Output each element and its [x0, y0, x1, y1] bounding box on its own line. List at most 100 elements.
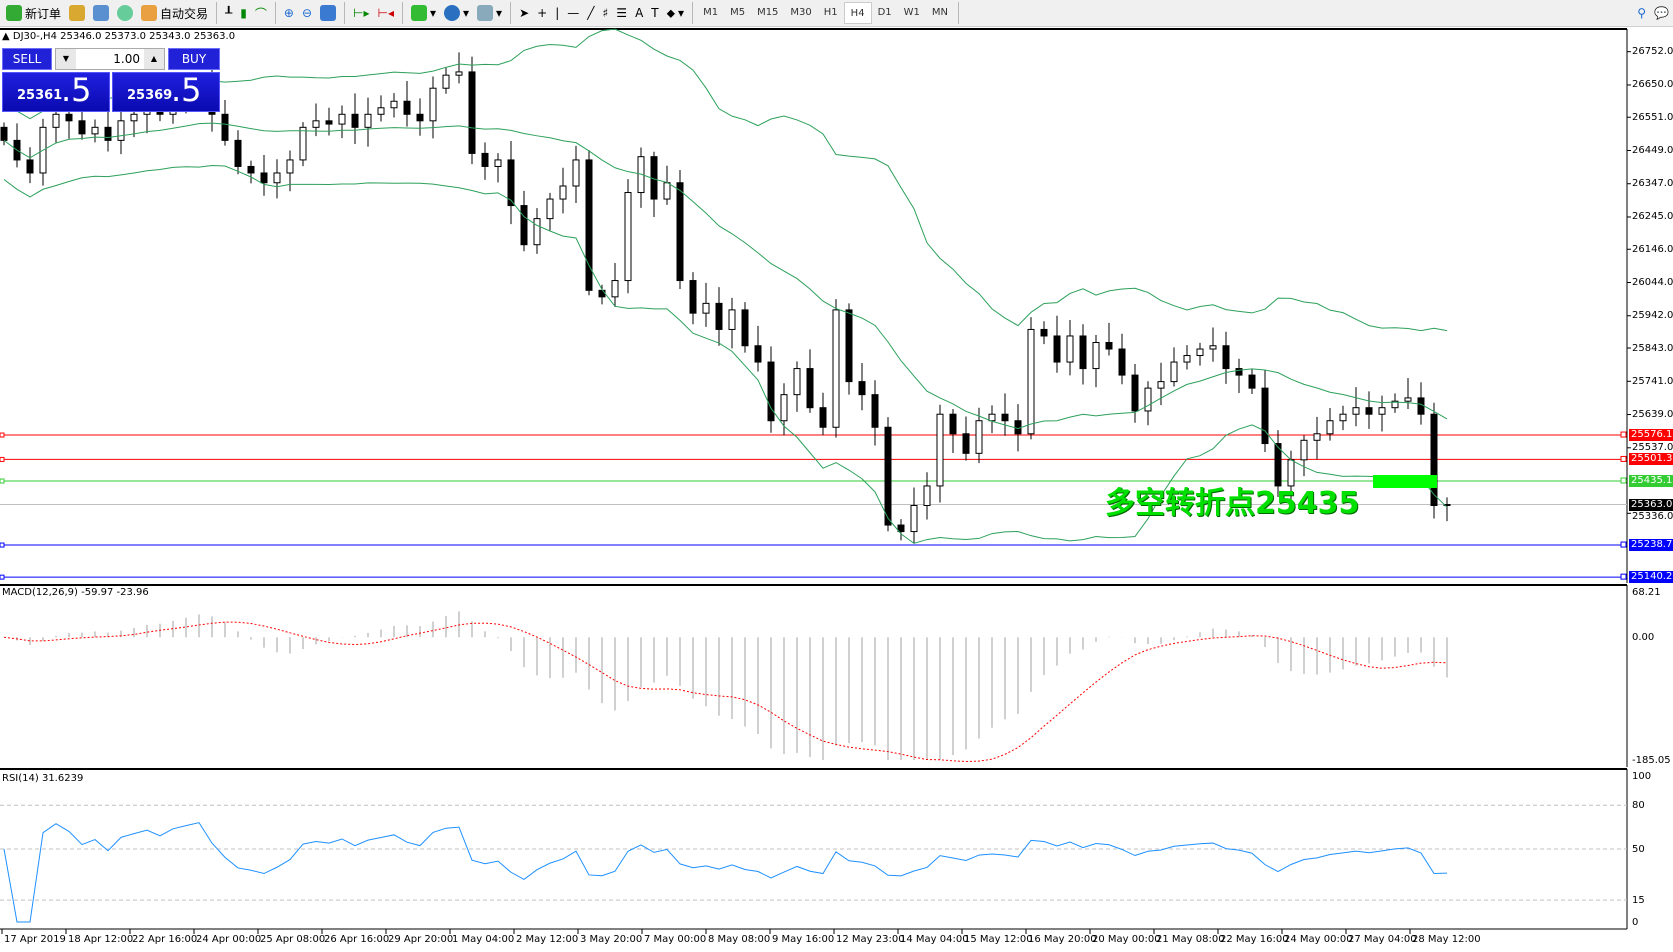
rsi-axis-label: 50	[1632, 843, 1645, 855]
sell-button[interactable]: SELL	[2, 48, 52, 70]
collapse-icon[interactable]: ▲	[2, 31, 10, 42]
time-axis-label: 12 May 23:00	[836, 934, 905, 945]
arrows-button[interactable]: ⬥ ▾	[663, 2, 688, 25]
candle-bullish	[1157, 381, 1165, 389]
price-line-handle	[1620, 573, 1627, 580]
candle-bullish	[728, 309, 736, 330]
horizontal-line-button[interactable]: —	[563, 2, 583, 25]
new-order-button[interactable]: 新订单	[2, 2, 65, 25]
candle-bullish	[559, 185, 567, 200]
timeframe-mn[interactable]: MN	[931, 7, 948, 18]
rsi-axis-label: 15	[1632, 894, 1645, 906]
candlestick-button[interactable]: ▮	[236, 2, 251, 25]
one-click-trading-panel: SELL ▼ 1.00 ▲ BUY 25361.5 25369.5	[2, 48, 220, 112]
candle-bearish	[676, 182, 684, 282]
price-line-handle	[1620, 541, 1627, 548]
buy-button[interactable]: BUY	[168, 48, 220, 70]
separator	[692, 2, 694, 24]
time-axis-label: 21 May 08:00	[1156, 934, 1225, 945]
text-button[interactable]: A	[631, 2, 647, 25]
navigator-button[interactable]	[89, 2, 113, 25]
chart-shift-button[interactable]: ⊢◂	[374, 2, 398, 25]
candle-bullish	[1196, 348, 1204, 357]
timeframe-m1[interactable]: M1	[703, 7, 719, 18]
timeframe-w1[interactable]: W1	[903, 7, 920, 18]
lot-size-stepper[interactable]: ▼ 1.00 ▲	[55, 48, 165, 70]
candle-bearish	[1105, 341, 1113, 350]
candle-bearish	[507, 159, 515, 207]
lot-decrease-button[interactable]: ▼	[56, 49, 76, 69]
timeframe-h4[interactable]: H4	[843, 2, 872, 24]
candle-bullish	[1391, 400, 1399, 409]
candle-bullish	[91, 126, 99, 135]
price-axis-label: 25942.0	[1632, 310, 1673, 322]
tile-windows-button[interactable]	[316, 2, 340, 25]
candle-bearish	[26, 159, 34, 174]
candle-bearish	[481, 152, 489, 167]
sell-price-button[interactable]: 25361.5	[2, 71, 110, 112]
rsi-line	[3, 822, 1448, 923]
market-watch-button[interactable]	[65, 2, 89, 25]
candle-bearish	[1365, 407, 1373, 415]
price-axis-label: 26245.0	[1632, 211, 1673, 223]
fibo-fan-button[interactable]: ☰	[612, 2, 631, 25]
candle-bullish	[273, 172, 281, 184]
candle-bearish	[689, 280, 697, 314]
candle-bearish	[741, 309, 749, 347]
timeframe-bar: M1 M5 M15 M30 H1 H4 D1 W1 MN	[697, 2, 954, 24]
time-axis-label: 27 May 04:00	[1348, 934, 1417, 945]
price-line-handle	[0, 574, 5, 580]
time-axis-label: 22 Apr 16:00	[132, 934, 198, 945]
candle-bullish	[312, 120, 320, 128]
time-axis-label: 3 May 20:00	[580, 934, 643, 945]
candle-bullish	[702, 302, 710, 314]
lot-increase-button[interactable]: ▲	[144, 49, 164, 69]
candle-bullish	[1183, 355, 1191, 363]
price-line-handle	[0, 432, 5, 438]
cursor-button[interactable]: ➤	[515, 2, 533, 25]
fibonacci-button[interactable]: ♯	[598, 2, 612, 25]
auto-trading-button[interactable]: 自动交易	[137, 2, 212, 25]
candle-bullish	[364, 113, 372, 128]
lot-size-input[interactable]: 1.00	[113, 52, 140, 66]
tile-windows-icon	[320, 5, 337, 21]
candle-bearish	[65, 113, 73, 122]
bar-chart-button[interactable]: ┸	[221, 2, 236, 25]
timeframe-m15[interactable]: M15	[757, 7, 779, 18]
candle-bearish	[520, 205, 528, 246]
buy-price-button[interactable]: 25369.5	[112, 71, 220, 112]
timeframe-d1[interactable]: D1	[877, 7, 892, 18]
candle-bearish	[897, 524, 905, 533]
periods-button[interactable]: ▾	[440, 2, 473, 25]
zoom-out-button[interactable]: ⊖	[298, 2, 316, 25]
candle-bullish	[546, 198, 554, 220]
candlestick-icon: ▮	[240, 6, 247, 20]
buy-price-pips: .5	[171, 71, 202, 109]
candle-bearish	[1222, 345, 1230, 370]
templates-icon	[477, 5, 494, 21]
chat-button[interactable]: 💬	[1650, 2, 1673, 25]
line-chart-button[interactable]: ⌒	[251, 2, 271, 25]
indicators-button[interactable]: ▾	[407, 2, 440, 25]
zoom-in-button[interactable]: ⊕	[280, 2, 298, 25]
timeframe-h1[interactable]: H1	[823, 7, 838, 18]
candle-bullish	[1092, 341, 1100, 370]
candle-bullish	[338, 113, 346, 125]
timeframe-m30[interactable]: M30	[790, 7, 812, 18]
candle-bullish	[1443, 504, 1451, 507]
search-button[interactable]: ⚲	[1633, 2, 1650, 25]
time-axis-label: 26 Apr 16:00	[324, 934, 390, 945]
horizontal-line-icon: —	[567, 6, 580, 20]
candle-bearish	[325, 120, 333, 125]
templates-button[interactable]: ▾	[473, 2, 506, 25]
trendline-button[interactable]: ╱	[583, 2, 598, 25]
candle-bearish	[1430, 413, 1438, 506]
auto-scroll-button[interactable]: ⊢▸	[349, 2, 373, 25]
timeframe-m5[interactable]: M5	[730, 7, 746, 18]
text-label-button[interactable]: T	[647, 2, 662, 25]
signals-button[interactable]	[113, 2, 137, 25]
vertical-line-button[interactable]: |	[551, 2, 563, 25]
crosshair-button[interactable]: +	[533, 2, 551, 25]
macd-axis-label: -185.05	[1632, 754, 1671, 766]
